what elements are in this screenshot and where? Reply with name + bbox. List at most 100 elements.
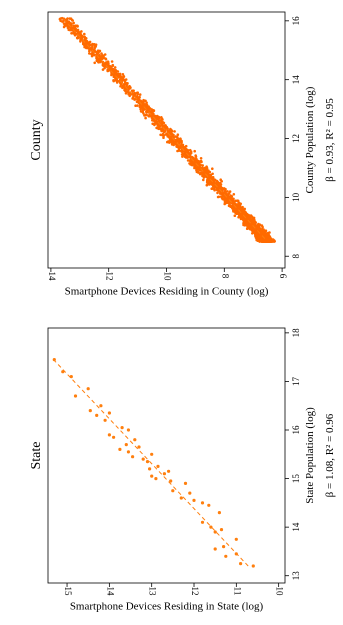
data-point: [264, 229, 268, 232]
data-point: [202, 176, 206, 179]
county-ticks: 8 10 12 14 16 6 8 10 12 14: [47, 16, 301, 281]
data-point: [194, 158, 197, 161]
data-point: [73, 394, 78, 398]
data-point: [155, 126, 158, 130]
data-point: [223, 202, 226, 206]
data-point: [52, 358, 56, 362]
data-point: [119, 77, 122, 81]
data-point: [98, 49, 102, 53]
data-point: [176, 133, 180, 136]
data-point: [179, 496, 183, 500]
data-point: [208, 183, 211, 186]
data-point: [68, 17, 72, 20]
data-point: [198, 165, 202, 169]
data-point: [88, 409, 92, 413]
data-point: [83, 37, 87, 40]
data-point: [219, 527, 224, 532]
data-point: [133, 98, 136, 101]
data-point: [234, 211, 237, 214]
data-point: [268, 236, 272, 239]
data-point: [217, 195, 221, 199]
data-point: [133, 438, 137, 442]
data-point: [118, 72, 122, 76]
data-point: [184, 144, 188, 148]
data-point: [110, 67, 113, 70]
county-fit-line: [62, 17, 266, 239]
data-point: [126, 428, 130, 432]
data-point: [232, 200, 236, 204]
data-point: [87, 47, 91, 50]
data-point: [153, 123, 156, 127]
state-fit-annotation: β = 1.08, R² = 0.96: [324, 413, 336, 497]
data-point: [132, 92, 136, 96]
data-point: [72, 21, 75, 25]
state-plot-frame: [47, 327, 286, 584]
data-point: [249, 214, 252, 218]
data-point: [121, 78, 125, 82]
data-point: [123, 86, 127, 90]
x-tick-label: 16: [291, 16, 301, 26]
data-point: [197, 160, 201, 164]
data-point: [150, 108, 153, 111]
data-point: [85, 43, 88, 47]
x-tick-label: 17: [291, 376, 301, 386]
data-point: [71, 19, 74, 22]
data-point: [243, 207, 246, 211]
data-point: [215, 179, 219, 183]
data-point: [253, 229, 256, 233]
data-point: [162, 136, 165, 139]
county-title: County: [29, 119, 44, 160]
data-point: [226, 201, 229, 204]
data-point: [86, 387, 90, 391]
x-tick-label: 10: [291, 192, 301, 202]
data-point: [238, 215, 242, 219]
data-point: [135, 91, 139, 95]
data-point: [70, 31, 73, 35]
data-point: [268, 231, 271, 234]
data-point: [121, 72, 125, 76]
data-point: [155, 117, 159, 121]
data-point: [254, 232, 258, 235]
data-point: [98, 53, 101, 57]
data-point: [166, 140, 169, 144]
data-point: [219, 178, 222, 181]
data-point: [129, 86, 132, 89]
y-tick-label: 11: [232, 587, 242, 596]
data-point: [83, 32, 86, 36]
data-point: [91, 44, 94, 48]
data-point: [160, 115, 163, 119]
data-point: [154, 477, 158, 481]
data-point: [211, 172, 214, 176]
data-point: [104, 57, 108, 61]
data-point: [69, 27, 72, 30]
data-point: [171, 489, 175, 493]
data-point: [209, 174, 212, 178]
data-point: [119, 84, 122, 88]
data-point: [211, 167, 214, 170]
data-point: [210, 176, 214, 179]
data-point: [259, 238, 262, 241]
data-point: [174, 141, 178, 145]
data-point: [111, 64, 115, 68]
data-point: [232, 208, 235, 212]
y-tick-label: 14: [105, 587, 115, 597]
data-point: [88, 40, 92, 44]
data-point: [180, 140, 183, 144]
data-point: [124, 91, 128, 95]
data-point: [81, 35, 84, 39]
county-points: [58, 16, 277, 243]
state-panel: 13 14 15 16 17 18 10 11 12 13 14 15 State State Pop…: [29, 327, 336, 613]
data-point: [76, 24, 79, 28]
county-panel: 8 10 12 14 16 6 8 10 12 14 County County Populati…: [29, 11, 336, 298]
data-point: [169, 136, 172, 140]
data-point: [232, 192, 236, 196]
data-point: [186, 159, 190, 162]
data-point: [243, 218, 246, 221]
data-point: [138, 105, 142, 108]
data-point: [79, 40, 82, 43]
data-point: [197, 168, 201, 171]
data-point: [99, 404, 103, 408]
data-point: [234, 537, 238, 541]
data-point: [228, 203, 231, 206]
x-tick-label: 14: [291, 522, 301, 532]
